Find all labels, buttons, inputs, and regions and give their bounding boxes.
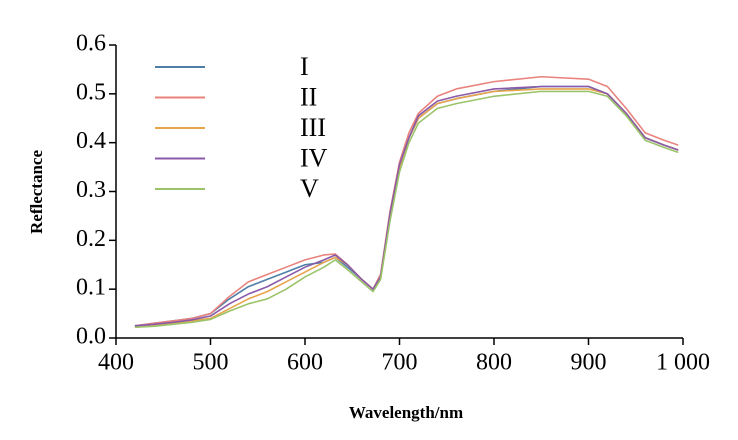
x-tick-label: 600 bbox=[287, 350, 323, 376]
legend-label: IV bbox=[300, 143, 328, 172]
y-tick-label: 0.0 bbox=[76, 324, 106, 350]
x-tick-label: 400 bbox=[98, 350, 134, 376]
x-tick-label: 700 bbox=[382, 350, 418, 376]
y-tick-label: 0.5 bbox=[76, 79, 106, 105]
y-tick-label: 0.6 bbox=[76, 31, 106, 57]
series-line bbox=[134, 88, 679, 329]
legend-label: V bbox=[300, 174, 319, 203]
legend-label: II bbox=[300, 82, 317, 111]
series-line bbox=[134, 90, 679, 329]
y-tick-label: 0.3 bbox=[76, 177, 106, 203]
x-tick-label: 900 bbox=[571, 350, 607, 376]
y-tick-label: 0.2 bbox=[76, 226, 106, 252]
legend-label: III bbox=[300, 113, 326, 142]
x-axis-title: Wavelength/nm bbox=[349, 403, 463, 422]
y-axis-title: Reflectance bbox=[27, 150, 46, 234]
series-line bbox=[134, 85, 679, 327]
x-tick-label: 500 bbox=[193, 350, 229, 376]
y-tick-label: 0.1 bbox=[76, 275, 106, 301]
x-tick-label: 1 000 bbox=[656, 350, 710, 376]
series-line bbox=[134, 75, 679, 327]
series-line bbox=[134, 85, 679, 327]
legend-label: I bbox=[300, 52, 309, 81]
x-tick-label: 800 bbox=[476, 350, 512, 376]
y-tick-label: 0.4 bbox=[76, 128, 106, 154]
